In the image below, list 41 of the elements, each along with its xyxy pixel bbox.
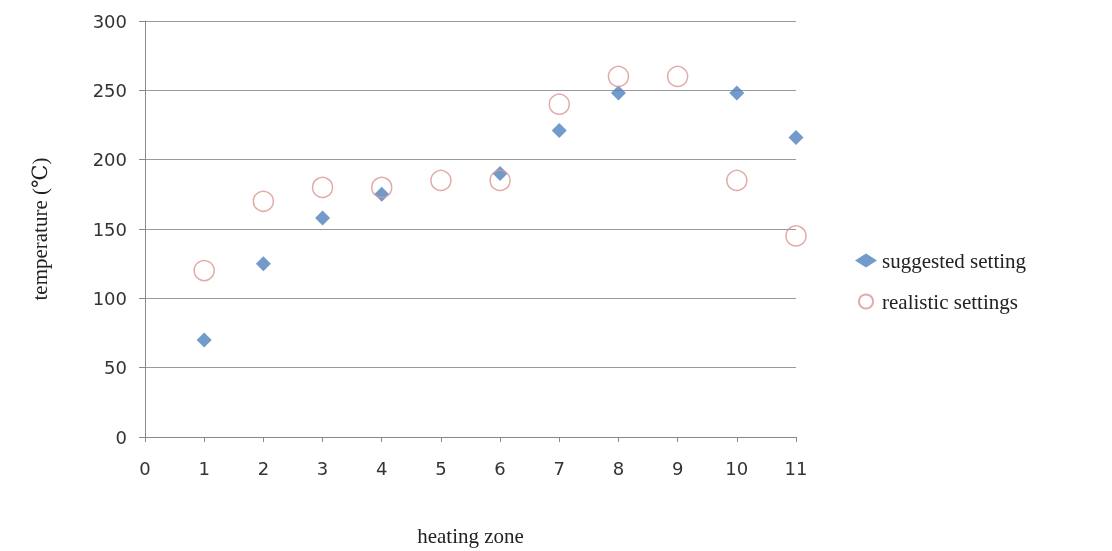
legend-label: realistic settings <box>882 289 1018 314</box>
point <box>196 332 212 348</box>
y-tick-label: 0 <box>115 426 127 448</box>
x-axis-title: heating zone <box>417 523 524 548</box>
y-tick-label: 200 <box>92 149 127 171</box>
legend-label: suggested setting <box>882 248 1027 273</box>
point <box>607 65 630 88</box>
y-tick-label: 50 <box>104 357 127 379</box>
point <box>610 85 626 101</box>
point <box>726 169 748 192</box>
point <box>785 225 807 247</box>
x-tick-label: 6 <box>494 457 506 479</box>
y-tick-label: 100 <box>92 287 127 309</box>
y-tick-label: 150 <box>92 218 127 240</box>
point <box>255 256 271 272</box>
x-tick-label: 0 <box>139 457 151 479</box>
point <box>430 169 452 192</box>
x-tick-label: 4 <box>376 457 388 479</box>
x-tick-label: 11 <box>784 457 808 479</box>
y-tick-label: 300 <box>92 10 127 32</box>
point <box>311 176 334 199</box>
point <box>548 93 571 115</box>
point <box>788 129 804 145</box>
point <box>315 210 331 226</box>
y-axis-title: temperature (℃) <box>27 157 52 301</box>
point <box>252 190 275 213</box>
y-tick-label: 250 <box>92 79 127 101</box>
point <box>193 259 215 282</box>
x-tick-label: 1 <box>198 457 210 479</box>
x-tick-label: 5 <box>435 457 447 479</box>
point <box>666 65 689 88</box>
x-tick-label: 8 <box>612 457 625 479</box>
point <box>489 169 511 192</box>
x-tick-label: 10 <box>725 457 749 479</box>
point <box>729 85 745 101</box>
x-tick-label: 3 <box>316 457 329 479</box>
point <box>551 123 567 139</box>
point <box>371 176 393 199</box>
x-tick-label: 2 <box>257 457 270 479</box>
x-tick-label: 7 <box>553 457 565 479</box>
x-tick-label: 9 <box>671 457 684 479</box>
